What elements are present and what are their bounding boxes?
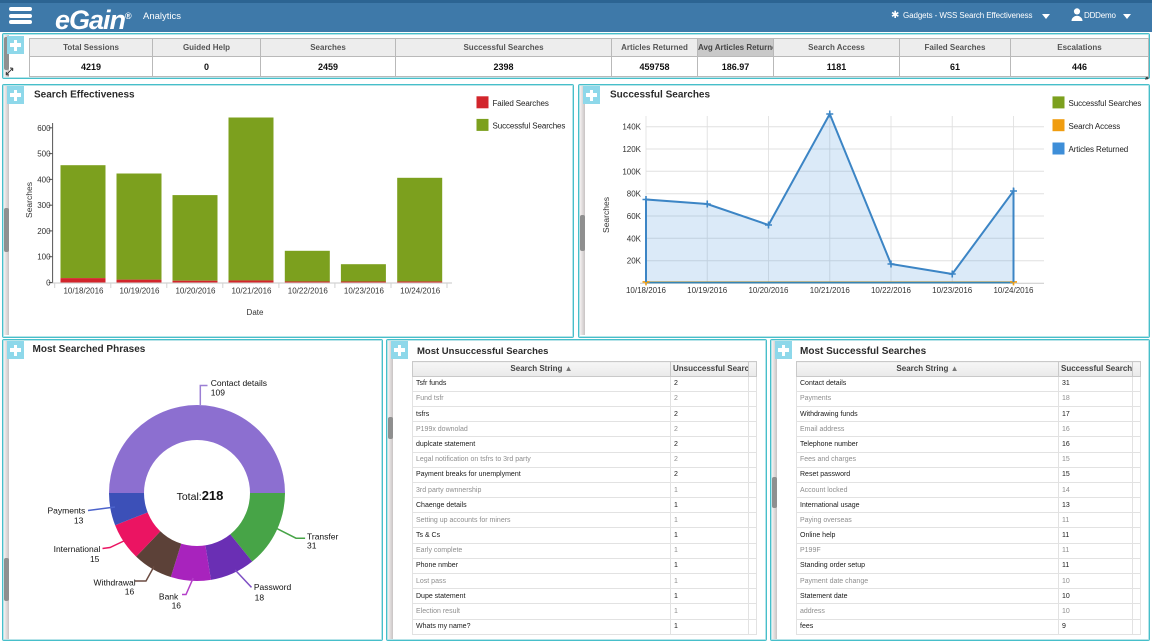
svg-text:13: 13 bbox=[74, 516, 84, 526]
svg-text:600: 600 bbox=[37, 124, 51, 133]
svg-text:10/21/2016: 10/21/2016 bbox=[231, 287, 272, 296]
svg-text:200: 200 bbox=[37, 227, 51, 236]
svg-text:0: 0 bbox=[46, 279, 51, 288]
svg-text:Password: Password bbox=[254, 582, 292, 592]
svg-text:40K: 40K bbox=[627, 234, 642, 243]
svg-text:Searches: Searches bbox=[24, 182, 34, 218]
svg-text:100: 100 bbox=[37, 253, 51, 262]
svg-text:10/22/2016: 10/22/2016 bbox=[871, 286, 912, 295]
svg-text:120K: 120K bbox=[622, 145, 641, 154]
svg-text:10/24/2016: 10/24/2016 bbox=[400, 287, 441, 296]
svg-text:Withdrawal: Withdrawal bbox=[94, 577, 136, 587]
svg-text:10/21/2016: 10/21/2016 bbox=[810, 286, 851, 295]
svg-text:Transfer: Transfer bbox=[307, 531, 339, 541]
svg-text:140K: 140K bbox=[622, 123, 641, 132]
svg-text:18: 18 bbox=[255, 593, 265, 603]
svg-text:80K: 80K bbox=[627, 190, 642, 199]
svg-text:60K: 60K bbox=[627, 212, 642, 221]
svg-text:Failed Searches: Failed Searches bbox=[493, 99, 549, 108]
svg-text:16: 16 bbox=[172, 601, 182, 611]
svg-text:International: International bbox=[54, 544, 101, 554]
svg-text:Total:218: Total:218 bbox=[177, 488, 224, 503]
svg-text:10/20/2016: 10/20/2016 bbox=[175, 287, 216, 296]
svg-text:10/20/2016: 10/20/2016 bbox=[748, 286, 789, 295]
svg-text:Searches: Searches bbox=[601, 197, 611, 233]
svg-text:Search Access: Search Access bbox=[1069, 122, 1121, 131]
svg-text:Bank: Bank bbox=[159, 591, 179, 601]
svg-text:300: 300 bbox=[37, 201, 51, 210]
svg-text:10/18/2016: 10/18/2016 bbox=[63, 287, 104, 296]
svg-text:100K: 100K bbox=[622, 167, 641, 176]
svg-text:Articles Returned: Articles Returned bbox=[1069, 145, 1129, 154]
svg-text:10/19/2016: 10/19/2016 bbox=[119, 287, 160, 296]
svg-text:500: 500 bbox=[37, 150, 51, 159]
svg-text:Contact details: Contact details bbox=[211, 378, 267, 388]
svg-text:15: 15 bbox=[90, 554, 100, 564]
svg-text:Most Searched Phrases: Most Searched Phrases bbox=[33, 344, 146, 355]
svg-text:10/19/2016: 10/19/2016 bbox=[687, 286, 728, 295]
svg-text:Search Effectiveness: Search Effectiveness bbox=[34, 90, 135, 101]
svg-text:Successful Searches: Successful Searches bbox=[610, 90, 710, 101]
svg-text:10/22/2016: 10/22/2016 bbox=[288, 287, 329, 296]
svg-text:10/23/2016: 10/23/2016 bbox=[344, 287, 385, 296]
svg-text:400: 400 bbox=[37, 175, 51, 184]
svg-text:10/23/2016: 10/23/2016 bbox=[932, 286, 973, 295]
svg-text:20K: 20K bbox=[627, 257, 642, 266]
svg-text:31: 31 bbox=[307, 541, 317, 551]
svg-text:Payments: Payments bbox=[48, 505, 86, 515]
svg-text:Successful Searches: Successful Searches bbox=[1069, 99, 1142, 108]
svg-text:16: 16 bbox=[125, 586, 135, 596]
svg-text:109: 109 bbox=[211, 388, 225, 398]
svg-text:Date: Date bbox=[247, 308, 264, 317]
svg-text:10/24/2016: 10/24/2016 bbox=[993, 286, 1034, 295]
svg-text:10/18/2016: 10/18/2016 bbox=[626, 286, 667, 295]
svg-text:Successful Searches: Successful Searches bbox=[493, 122, 566, 131]
